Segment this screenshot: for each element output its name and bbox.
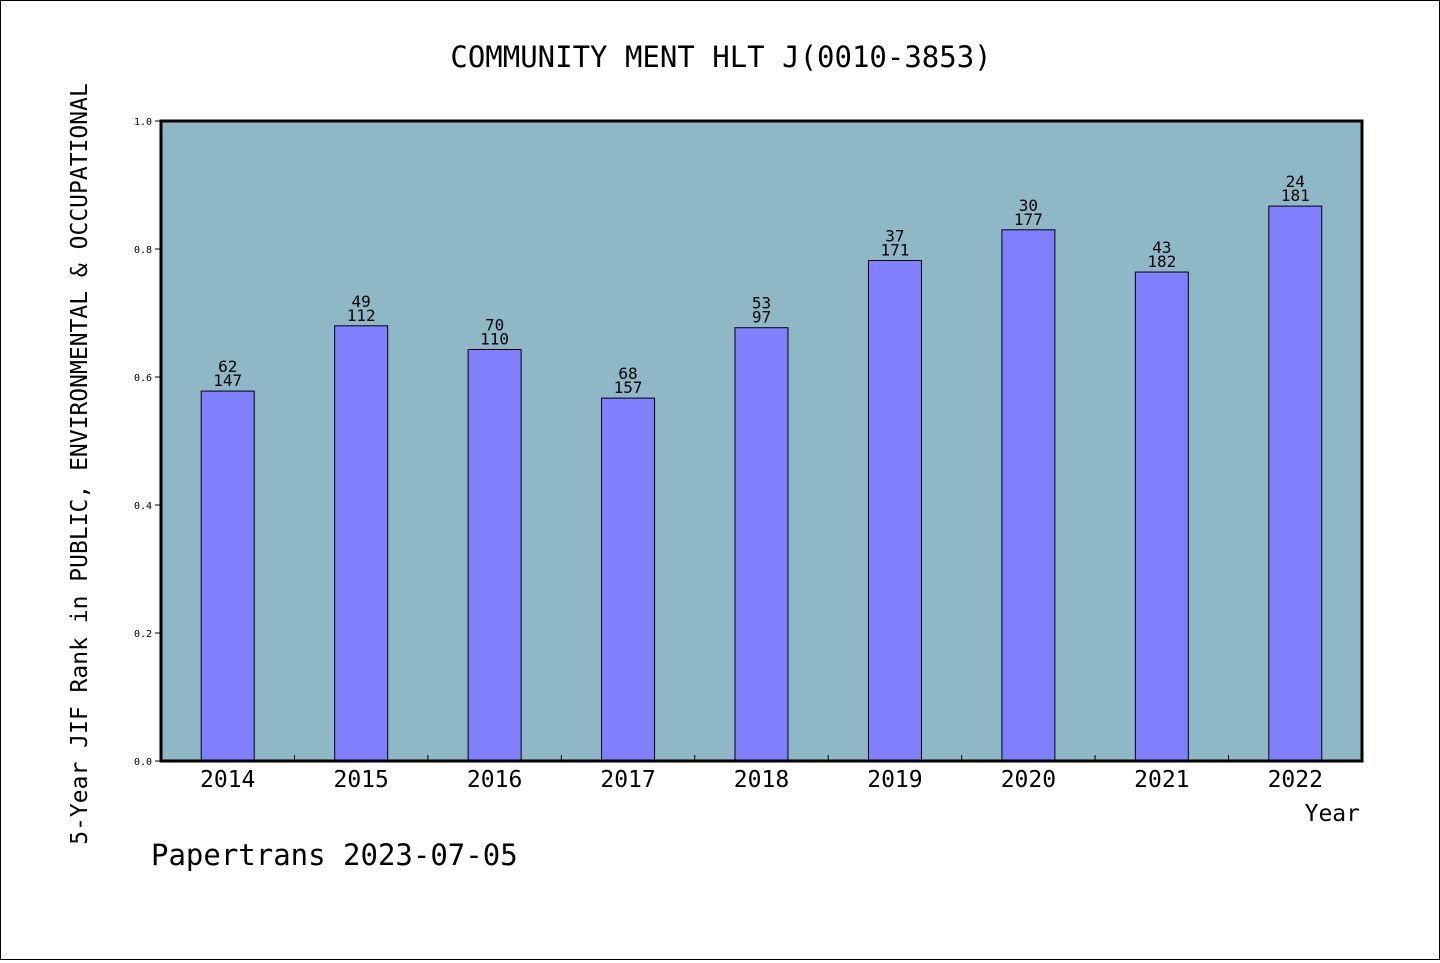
y-tick-label: 0.2 bbox=[134, 629, 152, 640]
x-tick-label: 2015 bbox=[333, 767, 388, 793]
bar-rank-label: 24 bbox=[1286, 172, 1305, 191]
bar-2018 bbox=[734, 327, 789, 762]
x-tick-label: 2020 bbox=[1001, 767, 1056, 793]
x-tick-label: 2018 bbox=[734, 767, 789, 793]
x-axis: 2014 2015 2016 2017 2018 2019 2020 2021 2022 bbox=[200, 755, 1323, 793]
bar-total-label: 110 bbox=[480, 329, 509, 348]
bar-series bbox=[200, 205, 1323, 762]
bar-rank-label: 53 bbox=[752, 294, 771, 313]
x-tick-label: 2017 bbox=[600, 767, 655, 793]
bar-total-label: 97 bbox=[752, 308, 771, 327]
y-axis-label: 5-Year JIF Rank in PUBLIC, ENVIRONMENTAL… bbox=[67, 83, 93, 845]
bar-total-label: 177 bbox=[1014, 210, 1043, 229]
x-tick-label: 2014 bbox=[200, 767, 255, 793]
bar-total-label: 182 bbox=[1147, 252, 1176, 271]
bar-rank-label: 43 bbox=[1152, 238, 1171, 257]
x-tick-label: 2021 bbox=[1134, 767, 1189, 793]
bar-2016 bbox=[467, 348, 522, 762]
y-tick-label: 0.0 bbox=[134, 757, 152, 768]
y-tick-label: 1.0 bbox=[134, 117, 152, 128]
bar-rank-label: 70 bbox=[485, 315, 504, 334]
bar-2020 bbox=[1001, 229, 1056, 762]
bar-2014 bbox=[200, 390, 255, 762]
bar-total-label: 157 bbox=[614, 378, 643, 397]
bar-2019 bbox=[867, 260, 922, 762]
bar-rank-label: 68 bbox=[618, 364, 637, 383]
bar-rank-label: 62 bbox=[218, 357, 237, 376]
y-axis: 0.0 0.2 0.4 0.6 0.8 1.0 bbox=[134, 117, 161, 768]
bar-2021 bbox=[1134, 271, 1189, 762]
bar-rank-label: 30 bbox=[1019, 196, 1038, 215]
footer-credit: Papertrans 2023-07-05 bbox=[151, 838, 518, 872]
x-tick-label: 2019 bbox=[867, 767, 922, 793]
x-tick-label: 2022 bbox=[1268, 767, 1323, 793]
bar-total-label: 147 bbox=[213, 371, 242, 390]
bar-2017 bbox=[601, 397, 656, 762]
bar-2022 bbox=[1268, 205, 1323, 762]
y-tick-label: 0.6 bbox=[134, 373, 152, 384]
bar-2015 bbox=[334, 325, 389, 762]
bar-total-label: 171 bbox=[880, 241, 909, 260]
bar-total-label: 112 bbox=[347, 306, 376, 325]
x-tick-label: 2016 bbox=[467, 767, 522, 793]
plot-frame bbox=[159, 119, 1364, 763]
bar-total-label: 181 bbox=[1281, 186, 1310, 205]
y-tick-label: 0.4 bbox=[134, 501, 152, 512]
y-tick-label: 0.8 bbox=[134, 245, 152, 256]
bar-rank-label: 49 bbox=[352, 292, 371, 311]
chart-title: COMMUNITY MENT HLT J(0010-3853) bbox=[450, 40, 991, 74]
bar-rank-label: 37 bbox=[885, 227, 904, 246]
x-axis-label: Year bbox=[1305, 801, 1360, 827]
